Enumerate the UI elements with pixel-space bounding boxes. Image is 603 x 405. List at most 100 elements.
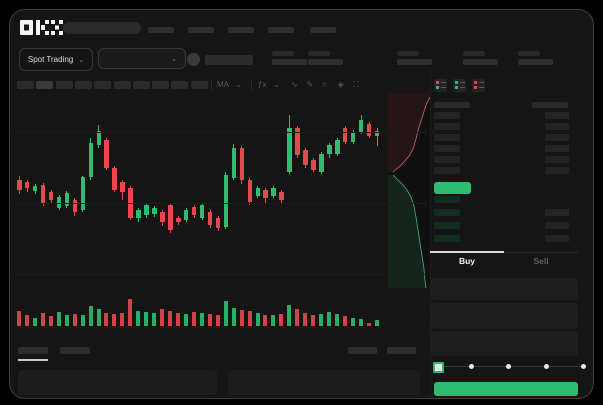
candle-body bbox=[96, 131, 101, 145]
candle-body bbox=[215, 218, 221, 228]
candle-body bbox=[104, 140, 109, 168]
timeframe-button[interactable] bbox=[36, 81, 54, 89]
candle-body bbox=[358, 120, 364, 132]
chevron-down-icon[interactable]: ⌄ bbox=[235, 80, 242, 89]
candle-body bbox=[168, 205, 173, 230]
chevron-down-icon[interactable]: ⌄ bbox=[273, 80, 280, 89]
bottom-action-placeholder[interactable] bbox=[348, 347, 377, 354]
candle-body bbox=[64, 193, 70, 206]
candle-wick bbox=[376, 128, 378, 146]
volume-bar bbox=[48, 316, 53, 326]
orderbook-view-bids-icon[interactable] bbox=[453, 79, 466, 92]
ask-row-price-bar[interactable] bbox=[434, 112, 460, 119]
stat-value-placeholder bbox=[308, 59, 343, 65]
search-input[interactable] bbox=[63, 22, 141, 34]
slider-stop-dot[interactable] bbox=[468, 364, 474, 369]
trade-input-placeholder[interactable] bbox=[431, 278, 578, 300]
ask-row-price-bar[interactable] bbox=[434, 134, 460, 141]
orderbook-view-both-icon[interactable] bbox=[434, 79, 447, 92]
ask-row-amount-bar[interactable] bbox=[545, 112, 569, 119]
stat-label-placeholder bbox=[463, 51, 485, 56]
volume-bar bbox=[128, 299, 133, 326]
orderbook-last-price[interactable] bbox=[434, 182, 471, 194]
pair-dropdown[interactable]: ⌄ bbox=[98, 48, 186, 69]
orders-table-placeholder bbox=[18, 370, 217, 395]
nav-item-placeholder[interactable] bbox=[228, 27, 254, 33]
bid-row-amount-bar[interactable] bbox=[545, 222, 569, 229]
settings-icon[interactable]: ◈ bbox=[337, 80, 344, 89]
nav-item-placeholder[interactable] bbox=[310, 27, 336, 33]
bid-row-amount-bar[interactable] bbox=[545, 235, 569, 242]
indicator-ma-button[interactable]: MA bbox=[217, 80, 229, 89]
bid-row-price-bar[interactable] bbox=[434, 209, 460, 216]
volume-bar bbox=[168, 311, 173, 326]
candle-body bbox=[32, 186, 38, 191]
candle-body bbox=[160, 212, 165, 222]
slider-stop-dot[interactable] bbox=[581, 364, 586, 369]
timeframe-button[interactable] bbox=[132, 81, 150, 89]
ask-row-amount-bar[interactable] bbox=[545, 123, 569, 130]
ask-row-amount-bar[interactable] bbox=[545, 145, 569, 152]
timeframe-button[interactable] bbox=[171, 81, 189, 89]
timeframe-button[interactable] bbox=[17, 81, 34, 89]
timeframe-button[interactable] bbox=[113, 81, 131, 89]
ask-row-price-bar[interactable] bbox=[434, 167, 460, 174]
nav-item-placeholder[interactable] bbox=[268, 27, 294, 33]
candle-body bbox=[279, 192, 284, 200]
ask-row-price-bar[interactable] bbox=[434, 123, 460, 130]
trade-input-placeholder[interactable] bbox=[431, 331, 578, 356]
timeframe-button[interactable] bbox=[190, 81, 208, 89]
volume-bar bbox=[199, 313, 204, 326]
slider-stop-dot[interactable] bbox=[506, 364, 511, 369]
candle-body bbox=[191, 207, 197, 215]
timeframe-button[interactable] bbox=[152, 81, 170, 89]
timeframe-button[interactable] bbox=[55, 81, 73, 89]
volume-bar bbox=[24, 314, 29, 326]
volume-bar bbox=[215, 314, 220, 326]
trade-input-placeholder[interactable] bbox=[431, 303, 578, 329]
slider-handle[interactable] bbox=[433, 362, 444, 373]
candle-body bbox=[327, 145, 332, 154]
nav-item-placeholder[interactable] bbox=[148, 27, 174, 33]
bottom-action-placeholder[interactable] bbox=[387, 347, 416, 354]
fullscreen-icon[interactable]: ⛶ bbox=[353, 80, 359, 89]
slider-stop-dot[interactable] bbox=[543, 364, 549, 369]
bid-row-price-bar[interactable] bbox=[434, 222, 460, 229]
candle-body bbox=[263, 190, 268, 198]
candle-body bbox=[176, 218, 181, 222]
buy-submit-button[interactable] bbox=[434, 382, 578, 396]
stat-value-placeholder bbox=[518, 59, 553, 65]
bid-row-price-bar[interactable] bbox=[434, 235, 460, 242]
volume-bar bbox=[191, 312, 196, 326]
orderbook-header-left bbox=[434, 102, 470, 108]
nav-item-placeholder[interactable] bbox=[188, 27, 214, 33]
bottom-tab-placeholder[interactable] bbox=[60, 347, 90, 354]
ask-row-amount-bar[interactable] bbox=[545, 156, 569, 163]
ask-row-amount-bar[interactable] bbox=[545, 134, 569, 141]
tab-buy[interactable]: Buy bbox=[458, 256, 476, 266]
timeframe-button[interactable] bbox=[94, 81, 112, 89]
market-type-dropdown[interactable]: Spot Trading ⌄ bbox=[19, 48, 93, 71]
bottom-tab-placeholder[interactable] bbox=[18, 347, 48, 354]
amount-slider[interactable] bbox=[433, 362, 586, 373]
draw-icon[interactable]: ✎ bbox=[306, 80, 314, 89]
line-style-icon[interactable]: ∿ bbox=[291, 80, 298, 89]
candle-body bbox=[319, 154, 324, 172]
volume-bar bbox=[40, 313, 45, 326]
fx-indicator-button[interactable]: ƒx bbox=[258, 80, 267, 89]
chart-gridline bbox=[15, 203, 427, 204]
tab-sell[interactable]: Sell bbox=[533, 256, 549, 266]
timeframe-button[interactable] bbox=[74, 81, 92, 89]
candlestick-chart[interactable] bbox=[10, 10, 430, 340]
ask-row-price-bar[interactable] bbox=[434, 156, 460, 163]
ask-row-amount-bar[interactable] bbox=[545, 167, 569, 174]
depth-chart bbox=[388, 93, 430, 288]
ask-row-price-bar[interactable] bbox=[434, 145, 460, 152]
volume-bar bbox=[255, 313, 260, 326]
camera-icon[interactable]: ⌾ bbox=[322, 80, 327, 89]
orderbook-view-asks-icon[interactable] bbox=[472, 79, 485, 92]
bid-row-amount-bar[interactable] bbox=[545, 209, 569, 216]
bid-row-price-bar[interactable] bbox=[434, 196, 460, 203]
app-window: Spot Trading ⌄ ⌄ MA ⌄ ƒx ⌄ Buy Sell ∿ ✎ ⌾ ◈ bbox=[9, 9, 594, 399]
